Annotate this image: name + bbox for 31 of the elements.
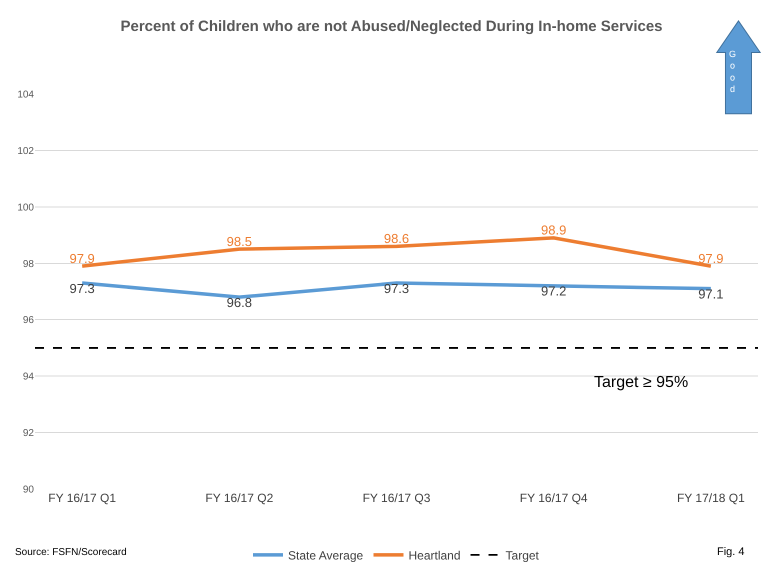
y-tick-label: 104 [17, 90, 34, 100]
caption: Fig. 4 [717, 546, 745, 558]
y-tick-label: 98 [22, 258, 34, 270]
data-label: 98.5 [226, 234, 252, 249]
source-note: Source: FSFN/Scorecard [15, 547, 127, 558]
data-label: 97.1 [698, 286, 724, 302]
annotation: Good [729, 49, 736, 94]
y-tick-label: 92 [22, 428, 34, 440]
data-label: 96.8 [226, 294, 252, 310]
data-label: 97.2 [541, 284, 566, 299]
x-tick-label: FY 16/17 Q2 [205, 491, 274, 505]
y-tick-label: 90 [22, 484, 34, 496]
data-label: 97.9 [698, 250, 724, 266]
data-label: 97.3 [384, 280, 410, 296]
data-label: 97.3 [69, 280, 95, 296]
legend-label: Heartland [408, 548, 461, 563]
x-tick-label: FY 16/17 Q3 [362, 491, 431, 505]
y-tick-label: 94 [22, 372, 34, 383]
y-tick-label: 102 [17, 146, 34, 157]
data-label: 98.9 [541, 222, 566, 238]
x-tick-label: FY 16/17 Q1 [48, 491, 116, 505]
chart-title: Percent of Children who are not Abused/Neglected During In-home Services [120, 18, 663, 35]
y-tick-label: 96 [22, 315, 34, 326]
x-tick-label: FY 16/17 Q4 [520, 491, 588, 505]
y-tick-label: 100 [17, 202, 34, 214]
legend-label: Target [506, 548, 540, 563]
legend-label: State Average [288, 548, 364, 563]
annotation: Target ≥ 95% [594, 374, 688, 391]
data-label: 97.9 [69, 250, 95, 266]
data-label: 98.6 [384, 231, 410, 246]
x-tick-label: FY 17/18 Q1 [676, 491, 746, 505]
